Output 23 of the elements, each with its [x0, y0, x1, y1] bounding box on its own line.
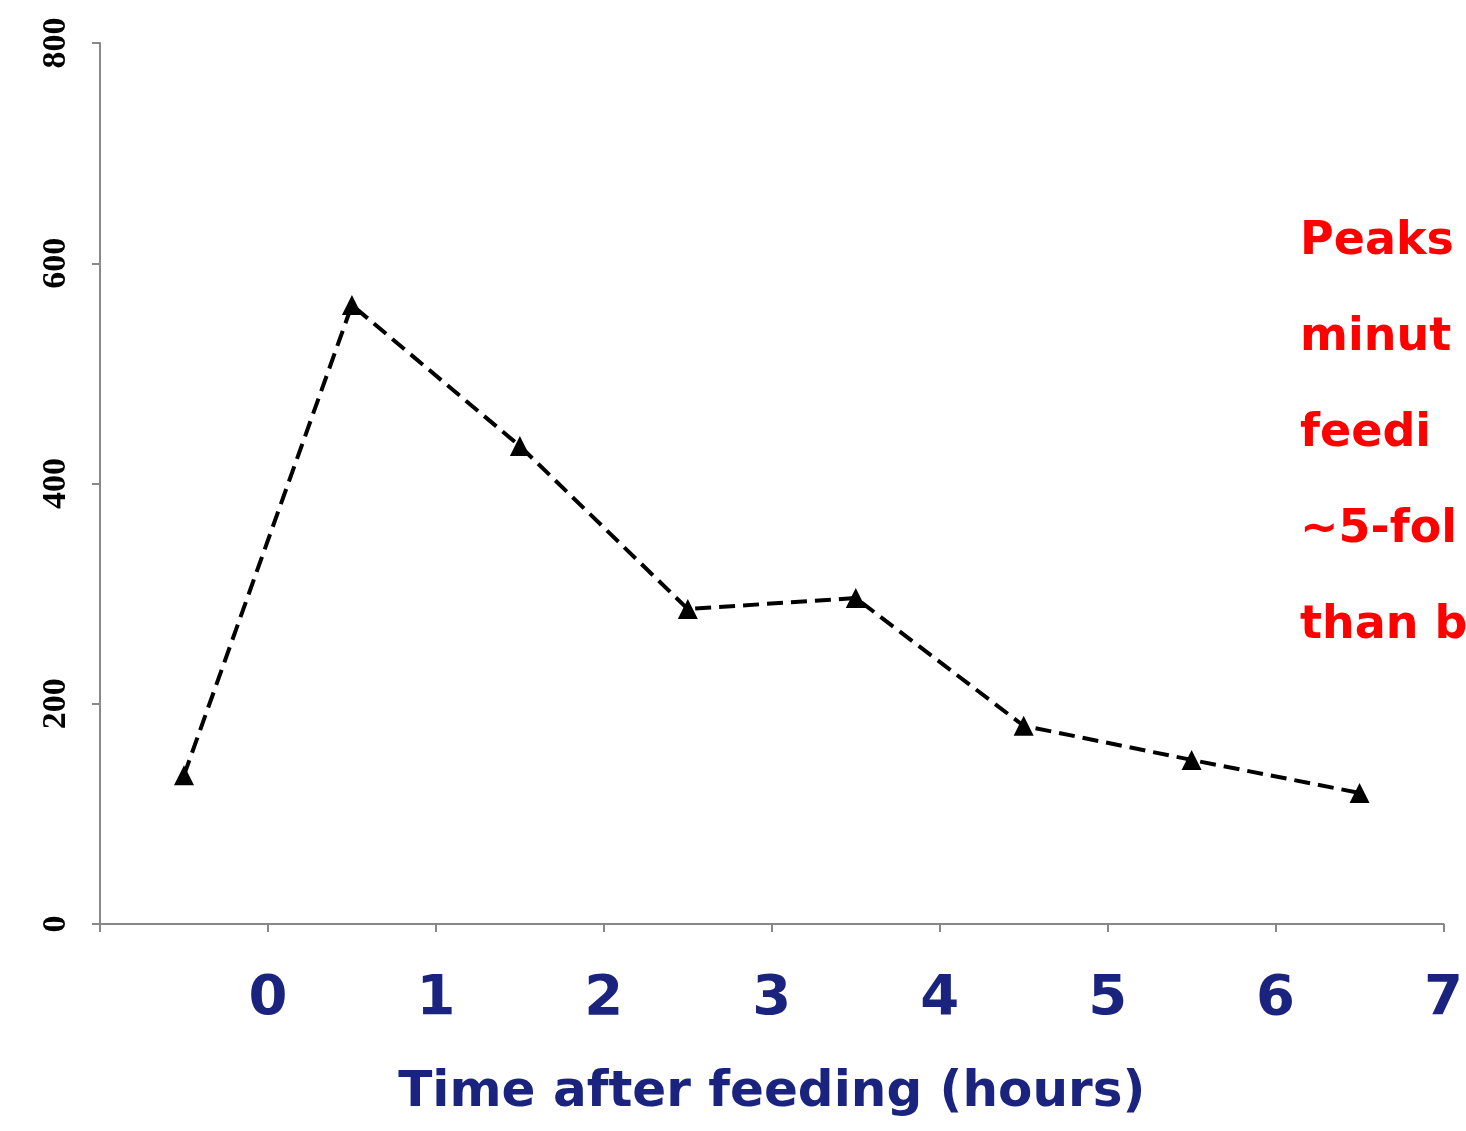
x-tick-label: 0 [248, 961, 288, 1027]
x-tick-label: 1 [416, 961, 456, 1027]
point [1181, 749, 1202, 770]
y-tick-label: 600 [34, 237, 72, 289]
x-tick-label: 2 [584, 961, 624, 1027]
point [173, 765, 194, 786]
x-tick-label: 7 [1424, 961, 1463, 1027]
annotation: Peaks minut feedi ~5-fol than b [1300, 211, 1466, 649]
x-tick-label: 4 [920, 961, 960, 1027]
y-tick-label: 0 [34, 915, 72, 933]
point [677, 599, 698, 620]
point [1013, 715, 1034, 736]
y-tick-label: 800 [34, 17, 72, 69]
x-tick-label: 3 [752, 961, 792, 1027]
point [845, 588, 866, 609]
x-tick-label: 6 [1256, 961, 1296, 1027]
point [509, 436, 530, 457]
point [1349, 782, 1370, 803]
x-tick-label: 5 [1088, 961, 1128, 1027]
point [341, 295, 362, 316]
x-axis-title: Time after feeding (hours) [398, 1060, 1146, 1118]
y-tick-label: 200 [34, 678, 72, 730]
y-tick-label: 400 [34, 458, 72, 509]
